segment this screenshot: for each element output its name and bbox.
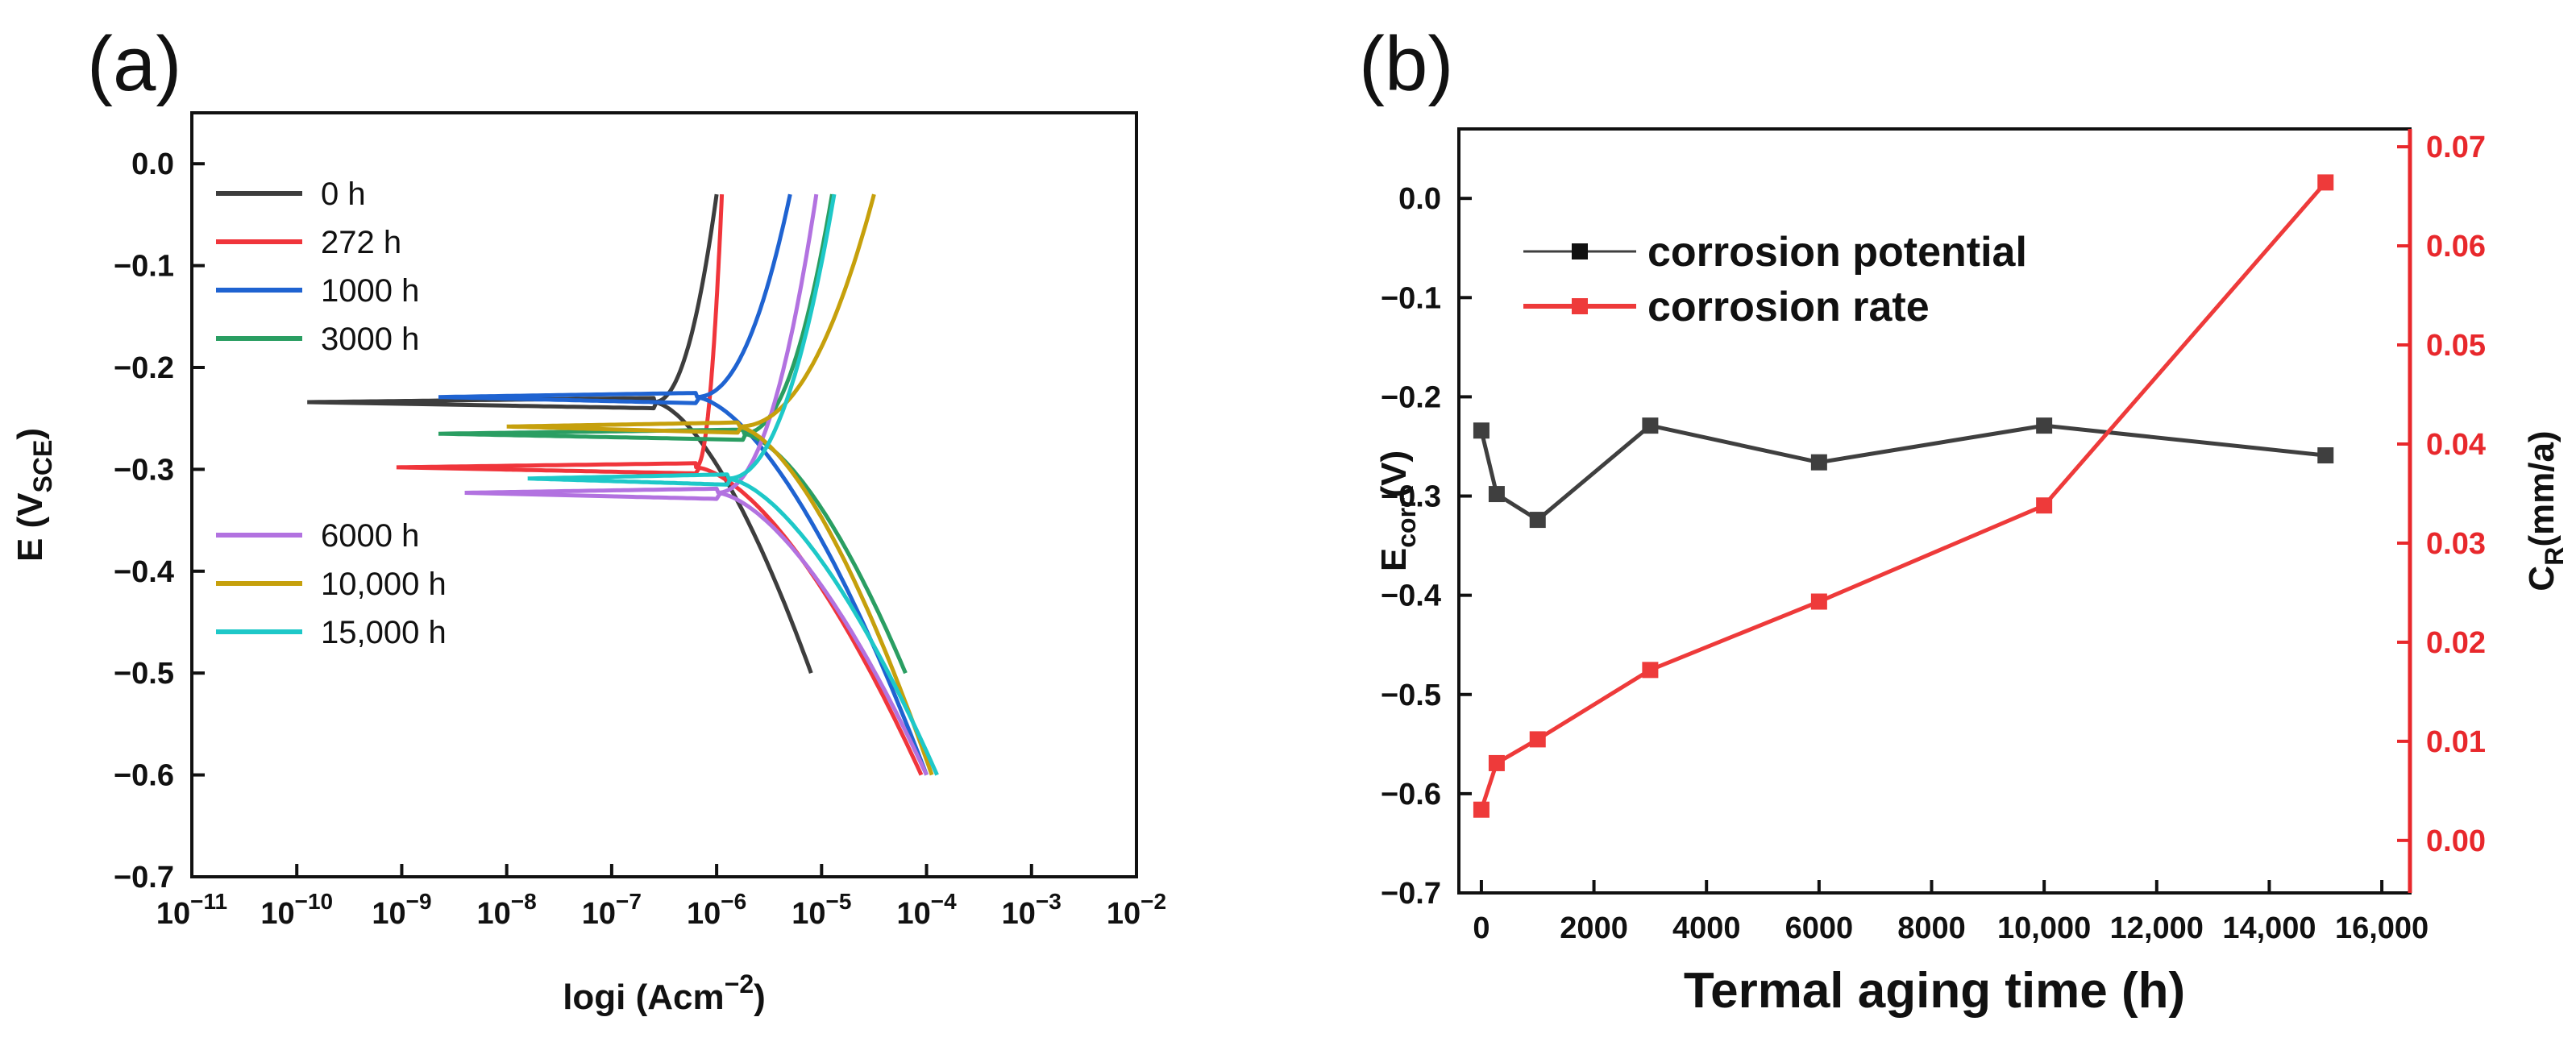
panel-b-legend-label-corrosion-rate: corrosion rate [1647,284,1930,330]
panel-b-line-corrosion-potential [1479,423,2326,522]
panel-a-x-tick-label: 10−7 [582,889,642,931]
panel-a-curve-15-000-h [527,193,939,776]
panel-b-line-corrosion-rate [1479,181,2328,811]
panel-b-legend-label-corrosion-potential: corrosion potential [1647,229,2027,276]
panel-b-right-y-tick-label: 0.06 [2426,230,2486,264]
panel-b-point-corrosion-rate [1529,731,1546,748]
panel-b-legend-marker-corrosion-potential [1572,243,1588,259]
panel-a-legend-label-6000-h: 6000 h [321,518,419,554]
panel-a-x-tick-label: 10−5 [791,889,851,931]
panel-b-x-tick-label: 12,000 [2110,911,2204,945]
panel-a-x-tick-label: 10−10 [260,889,333,931]
panel-b-left-y-ticks: 0.0 −0.1 −0.2 −0.3 −0.4 −0.5 −0.6 −0.7 [1381,182,1472,911]
panel-a-x-tick-label: 10−11 [156,889,227,931]
panel-a-curve-272-h [396,193,924,776]
panel-a-y-tick-label: −0.4 [114,555,174,589]
panel-b-right-y-axis-label: CR(mm/a) [2522,430,2569,591]
panel-b-legend: corrosion potential corrosion rate [1523,229,2027,330]
panel-a-x-tick-label: 10−2 [1107,889,1166,931]
panel-a-legend-label-3000-h: 3000 h [321,322,419,357]
panel-a-y-tick-label: −0.7 [114,861,174,895]
panel-b-right-y-tick-label: 0.00 [2426,824,2486,858]
panel-b-series [1473,174,2334,818]
panel-a-legend-label-15-000-h: 15,000 h [321,615,447,650]
panel-a-y-tick-label: −0.1 [114,250,174,284]
panel-b-right-y-tick-label: 0.03 [2426,527,2486,561]
panel-b-left-y-tick-label: −0.5 [1381,679,1441,712]
panel-a: (a) 10−11 10−10 10−9 10−8 10−7 10−6 10−5 10−4 10… [10,21,1166,1017]
panel-a-curve-1000-h [438,193,929,776]
panel-a-legend-label-10-000-h: 10,000 h [321,567,447,602]
panel-b-right-y-tick-label: 0.07 [2426,131,2486,164]
panel-b-point-corrosion-potential [1529,512,1546,529]
panel-b-x-tick-label: 4000 [1672,911,1741,945]
panel-b: (b) 0 2000 4000 6000 8000 10,000 12,000 14,000 1… [1359,21,2569,1019]
panel-b-point-corrosion-rate [1473,801,1490,818]
panel-a-x-ticks: 10−11 10−10 10−9 10−8 10−7 10−6 10−5 10−4 10−3 10… [156,864,1166,931]
panel-b-right-y-tick-label: 0.01 [2426,725,2486,759]
panel-a-curve-0-h [307,193,813,675]
panel-b-x-tick-label: 8000 [1897,911,1966,945]
panel-a-plot-frame [190,111,1138,878]
panel-b-left-y-tick-label: −0.3 [1381,480,1441,514]
panel-a-legend-label-272-h: 272 h [321,225,401,260]
panel-a-y-ticks: 0.0 −0.1 −0.2 −0.3 −0.4 −0.5 −0.6 −0.7 [114,147,205,895]
panel-b-point-corrosion-potential [1810,454,1827,471]
panel-b-x-tick-label: 10,000 [1997,911,2091,945]
panel-b-right-y-tick-label: 0.04 [2426,428,2486,462]
panel-b-x-ticks: 0 2000 4000 6000 8000 10,000 12,000 14,000 16,00… [1473,880,2429,945]
panel-a-y-tick-label: −0.5 [114,657,174,691]
panel-b-left-y-tick-label: −0.2 [1381,380,1441,414]
panel-a-legend-label-0-h: 0 h [321,176,366,212]
panel-b-left-y-tick-label: −0.1 [1381,281,1441,315]
panel-b-x-tick-label: 6000 [1785,911,1854,945]
panel-a-x-tick-label: 10−4 [896,889,957,931]
panel-a-y-tick-label: −0.3 [114,453,174,487]
panel-b-label: (b) [1359,21,1453,107]
panel-b-x-tick-label: 2000 [1560,911,1628,945]
panel-b-point-corrosion-rate [2317,174,2334,191]
panel-b-x-axis-label: Termal aging time (h) [1684,963,2185,1019]
panel-a-curve-3000-h [438,193,908,675]
panel-b-x-tick-label: 16,000 [2335,911,2429,945]
panel-b-point-corrosion-potential [1488,486,1505,503]
panel-b-x-tick-label: 14,000 [2222,911,2316,945]
panel-a-y-tick-label: 0.0 [131,147,174,181]
panel-b-right-y-ticks: 0.00 0.01 0.02 0.03 0.04 0.05 0.06 0.07 [2397,131,2486,858]
panel-b-left-y-axis-label: Ecorr(V) [1374,450,1421,571]
panel-b-legend-marker-corrosion-rate [1572,298,1588,314]
panel-b-point-corrosion-rate [1488,754,1505,771]
panel-b-point-corrosion-rate [1642,662,1659,679]
panel-a-curves [307,193,939,776]
panel-a-x-tick-label: 10−8 [477,889,537,931]
panel-b-point-corrosion-rate [2036,497,2053,514]
panel-b-point-corrosion-potential [2036,417,2053,434]
panel-b-left-y-tick-label: −0.4 [1381,579,1441,613]
panel-b-right-y-tick-label: 0.05 [2426,329,2486,363]
panel-a-y-tick-label: −0.2 [114,351,174,385]
panel-b-x-tick-label: 0 [1473,911,1490,945]
panel-a-x-tick-label: 10−9 [372,889,431,931]
panel-a-curve-6000-h [464,193,929,776]
panel-a-x-tick-label: 10−3 [1002,889,1062,931]
panel-a-legend: 0 h 272 h 1000 h 3000 h 6000 h 10,000 h 15,000… [216,176,447,650]
panel-a-label: (a) [87,21,181,107]
panel-b-left-y-tick-label: 0.0 [1398,182,1441,216]
panel-a-y-tick-label: −0.6 [114,759,174,793]
panel-b-left-y-tick-label: −0.6 [1381,778,1441,812]
panel-b-point-corrosion-potential [1642,417,1659,434]
panel-b-left-y-tick-label: −0.7 [1381,877,1441,911]
panel-a-y-axis-label: E (VSCE) [10,428,57,562]
panel-a-x-tick-label: 10−6 [687,889,746,931]
panel-b-right-y-tick-label: 0.02 [2426,626,2486,660]
panel-a-x-axis-label: logi (Acm−2) [563,969,766,1017]
panel-b-point-corrosion-potential [2317,447,2334,464]
panel-b-point-corrosion-potential [1473,422,1490,439]
panel-b-point-corrosion-rate [1810,593,1827,610]
panel-a-legend-label-1000-h: 1000 h [321,273,419,309]
panel-a-curve-10-000-h [506,193,934,776]
